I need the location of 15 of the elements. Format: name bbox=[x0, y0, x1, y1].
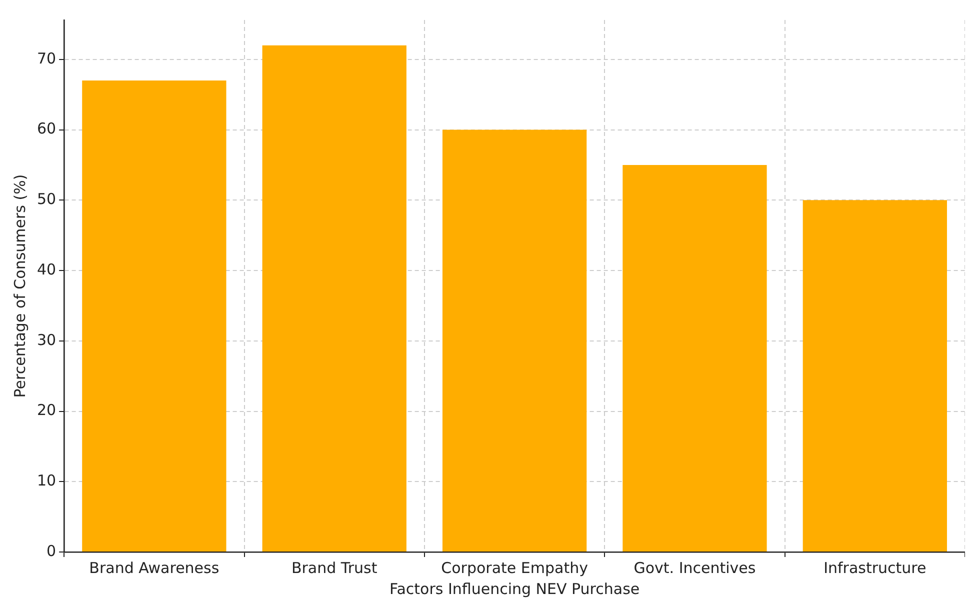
x-axis-title: Factors Influencing NEV Purchase bbox=[389, 580, 640, 598]
x-tick-label: Infrastructure bbox=[824, 558, 926, 577]
y-tick-label: 20 bbox=[36, 401, 56, 420]
y-tick-label: 40 bbox=[36, 260, 56, 278]
x-tick-label: Govt. Incentives bbox=[634, 558, 756, 577]
y-tick-label: 30 bbox=[36, 330, 56, 349]
y-tick-label: 70 bbox=[36, 49, 56, 68]
y-tick-label: 50 bbox=[36, 190, 56, 208]
y-axis-title: Percentage of Consumers (%) bbox=[10, 174, 29, 398]
y-tick-label: 0 bbox=[46, 542, 56, 560]
x-tick-label: Brand Trust bbox=[291, 558, 378, 577]
y-tick-label: 10 bbox=[36, 472, 56, 490]
y-tick-label: 60 bbox=[36, 120, 56, 138]
x-tick-label: Brand Awareness bbox=[89, 558, 220, 577]
x-tick-label: Corporate Empathy bbox=[441, 558, 588, 577]
